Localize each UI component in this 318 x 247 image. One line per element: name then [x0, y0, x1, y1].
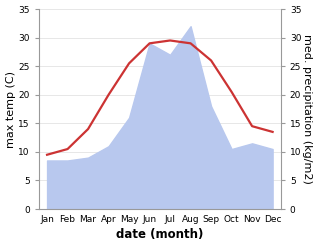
Y-axis label: max temp (C): max temp (C) — [5, 71, 16, 147]
Y-axis label: med. precipitation (kg/m2): med. precipitation (kg/m2) — [302, 34, 313, 184]
X-axis label: date (month): date (month) — [116, 228, 204, 242]
